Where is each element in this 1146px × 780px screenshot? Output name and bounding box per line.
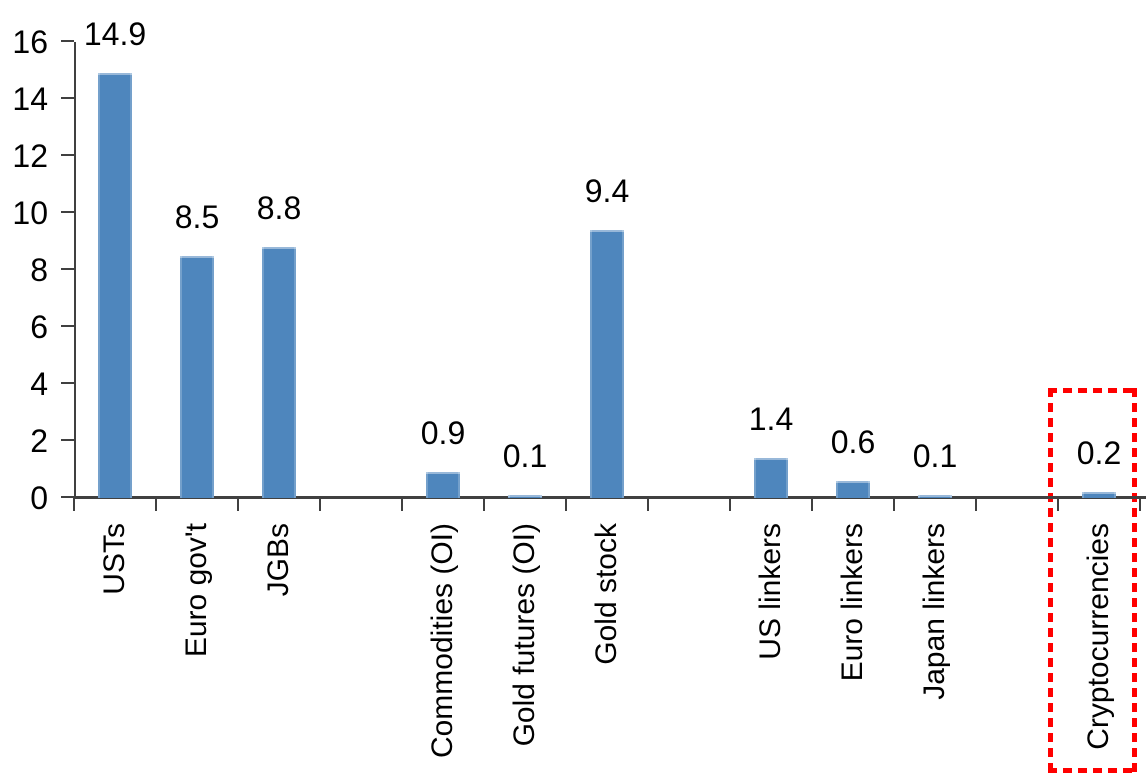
y-axis-tick [61, 40, 74, 42]
category-label-jgbs: JGBs [262, 523, 295, 597]
value-label-usts: 14.9 [83, 16, 147, 52]
value-label-us-linkers: 1.4 [748, 401, 794, 437]
x-axis-tick [155, 498, 157, 511]
y-axis-tick [61, 496, 74, 498]
y-axis-tick-label: 6 [30, 309, 48, 345]
bar-commodities-oi [426, 472, 460, 498]
bar-euro-gov-t [180, 256, 214, 498]
x-axis-tick [73, 498, 75, 511]
y-axis-tick [61, 154, 74, 156]
value-label-commodities-oi: 0.9 [420, 415, 466, 451]
y-axis-tick [61, 439, 74, 441]
x-axis-tick [811, 498, 813, 511]
highlight-box-cryptocurrencies [1048, 388, 1137, 773]
bar-usts [98, 73, 132, 498]
bar-us-linkers [754, 458, 788, 498]
bar-euro-linkers [836, 481, 870, 498]
value-label-japan-linkers: 0.1 [912, 438, 958, 474]
y-axis-tick [61, 211, 74, 213]
y-axis-tick-label: 14 [12, 81, 48, 117]
x-axis-tick [647, 498, 649, 511]
category-label-japan-linkers: Japan linkers [918, 523, 951, 700]
bar-gold-futures-oi [508, 495, 542, 498]
value-label-gold-stock: 9.4 [584, 173, 630, 209]
value-label-jgbs: 8.8 [256, 190, 302, 226]
bar-jgbs [262, 247, 296, 498]
x-axis-tick [1057, 498, 1059, 511]
y-axis-tick [61, 97, 74, 99]
value-label-euro-gov-t: 8.5 [174, 199, 220, 235]
x-axis-tick [975, 498, 977, 511]
x-axis-tick [401, 498, 403, 511]
category-label-usts: USTs [98, 523, 131, 595]
category-label-us-linkers: US linkers [754, 523, 787, 660]
y-axis-tick [61, 268, 74, 270]
category-label-euro-linkers: Euro linkers [836, 523, 869, 682]
x-axis-tick [237, 498, 239, 511]
bar-gold-stock [590, 230, 624, 498]
y-axis-tick-label: 8 [30, 252, 48, 288]
value-label-euro-linkers: 0.6 [830, 424, 876, 460]
y-axis-tick-label: 0 [30, 480, 48, 516]
bar-cryptocurrencies [1082, 492, 1116, 498]
y-axis-tick [61, 382, 74, 384]
y-axis-tick-label: 16 [12, 24, 48, 60]
y-axis-tick-label: 12 [12, 138, 48, 174]
category-label-gold-stock: Gold stock [590, 523, 623, 665]
y-axis-line [74, 42, 76, 498]
value-label-gold-futures-oi: 0.1 [502, 438, 548, 474]
y-axis-tick-label: 10 [12, 195, 48, 231]
x-axis-tick [729, 498, 731, 511]
category-label-gold-futures-oi: Gold futures (OI) [508, 523, 541, 747]
x-axis-tick [1139, 498, 1141, 511]
value-label-cryptocurrencies: 0.2 [1076, 435, 1122, 471]
category-label-commodities-oi: Commodities (OI) [426, 523, 459, 759]
category-label-cryptocurrencies: Cryptocurrencies [1082, 523, 1115, 750]
x-axis-tick [565, 498, 567, 511]
bar-japan-linkers [918, 495, 952, 498]
x-axis-tick [893, 498, 895, 511]
x-axis-tick [319, 498, 321, 511]
y-axis-tick [61, 325, 74, 327]
x-axis-tick [483, 498, 485, 511]
y-axis-tick-label: 2 [30, 423, 48, 459]
category-label-euro-gov-t: Euro gov't [180, 523, 213, 658]
y-axis-tick-label: 4 [30, 366, 48, 402]
